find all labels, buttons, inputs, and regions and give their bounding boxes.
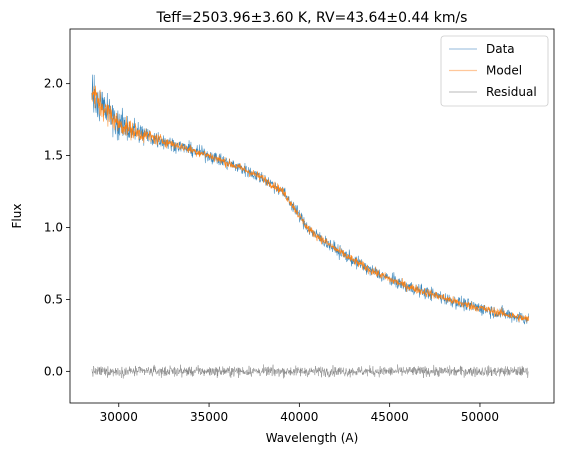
x-tick-label: 50000 xyxy=(461,410,499,424)
legend-box xyxy=(440,35,549,107)
legend-label-residual: Residual xyxy=(486,85,537,99)
x-tick-label: 35000 xyxy=(190,410,228,424)
series-line-model xyxy=(91,85,529,323)
x-axis-ticks: 30000 35000 40000 45000 50000 xyxy=(100,403,499,424)
plot-frame xyxy=(69,28,555,404)
y-tick-label: 0.5 xyxy=(44,292,63,306)
y-axis-label: Flux xyxy=(10,204,24,229)
y-tick-label: 2.0 xyxy=(44,77,63,91)
y-tick-label: 1.0 xyxy=(44,221,63,235)
series-line-data xyxy=(91,74,529,325)
series-line-residual xyxy=(91,364,529,379)
x-tick-label: 30000 xyxy=(100,410,138,424)
chart-title: Teff=2503.96±3.60 K, RV=43.64±0.44 km/s xyxy=(156,10,468,26)
y-tick-label: 1.5 xyxy=(44,149,63,163)
y-axis-ticks: 0.0 0.5 1.0 1.5 2.0 xyxy=(44,77,70,378)
legend-label-model: Model xyxy=(486,64,522,78)
series-layer xyxy=(91,74,529,379)
x-tick-label: 45000 xyxy=(371,410,409,424)
legend-label-data: Data xyxy=(486,42,515,56)
legend: Data Model Residual xyxy=(440,35,549,107)
x-axis-label: Wavelength (A) xyxy=(266,431,359,445)
y-tick-label: 0.0 xyxy=(44,364,63,378)
x-tick-label: 40000 xyxy=(280,410,318,424)
